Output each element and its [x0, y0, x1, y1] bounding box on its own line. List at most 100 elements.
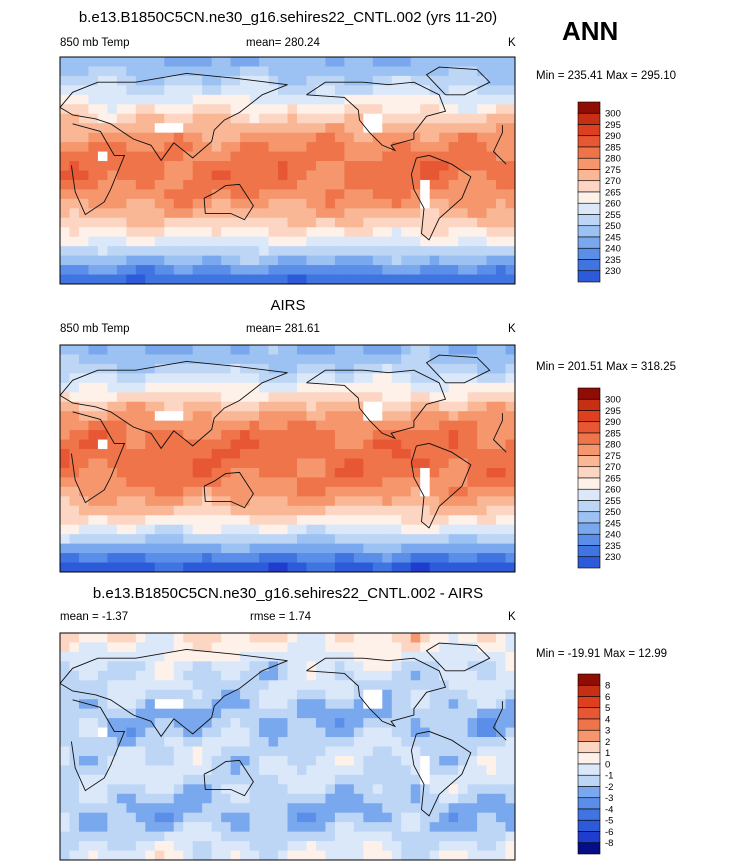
map-cell: [363, 430, 374, 441]
map-cell: [97, 651, 108, 662]
map-cell: [278, 274, 289, 284]
map-cell: [401, 420, 412, 431]
map-cell: [211, 198, 222, 209]
map-cell: [401, 113, 412, 124]
map-cell: [401, 534, 412, 545]
map-cell: [78, 151, 90, 162]
map-cell: [391, 831, 402, 842]
map-cell: [334, 562, 345, 572]
map-cell: [315, 151, 327, 162]
map-cell: [154, 746, 165, 757]
map-cell: [325, 633, 336, 644]
map-cell: [353, 562, 364, 572]
map-cell: [97, 345, 108, 356]
map-cell: [458, 274, 469, 284]
map-cell: [192, 345, 203, 356]
map-cell: [372, 784, 383, 795]
map-cell: [287, 543, 298, 554]
map-cell: [420, 822, 431, 833]
map-cell: [164, 458, 175, 469]
map-cell: [496, 543, 507, 554]
map-cell: [164, 449, 175, 460]
map-cell: [192, 382, 203, 393]
map-cell: [325, 411, 336, 422]
colorbar-tick-label: 265: [605, 187, 621, 198]
map-cell: [467, 142, 478, 153]
map-cell: [448, 755, 459, 767]
map-cell: [439, 633, 450, 644]
map-cell: [391, 170, 402, 181]
map-cell: [382, 113, 393, 124]
colorbar-tick-label: 240: [605, 530, 621, 541]
map-cell: [278, 699, 289, 710]
map-cell: [230, 236, 241, 247]
map-cell: [429, 458, 440, 469]
map-cell: [401, 793, 412, 804]
map-cell: [135, 94, 146, 105]
map-cell: [477, 217, 488, 228]
map-cell: [287, 803, 298, 814]
map-cell: [439, 831, 450, 842]
map-cell: [496, 189, 507, 200]
map-cell: [448, 382, 459, 393]
map-cell: [145, 345, 156, 356]
map-cell: [202, 401, 213, 412]
map-cell: [363, 208, 374, 219]
map-cell: [429, 670, 440, 681]
map-cell: [410, 189, 421, 200]
map-cell: [230, 534, 241, 545]
map-cell: [467, 208, 478, 219]
map-cell: [192, 543, 203, 554]
map-cell: [192, 66, 203, 77]
map-cell: [382, 75, 393, 86]
map-cell: [78, 113, 90, 124]
map-cell: [60, 689, 71, 700]
map-cell: [458, 708, 469, 719]
map-cell: [334, 727, 345, 738]
map-cell: [211, 345, 222, 356]
map-cell: [249, 420, 260, 431]
map-cell: [505, 104, 515, 115]
map-cell: [192, 227, 203, 238]
map-cell: [429, 486, 440, 497]
map-cell: [183, 774, 194, 785]
map-cell: [296, 699, 308, 710]
map-cell: [420, 534, 431, 545]
map-cell: [505, 841, 515, 852]
map-cell: [60, 439, 71, 450]
map-cell: [97, 774, 108, 785]
map-cell: [173, 737, 184, 748]
map-cell: [401, 651, 412, 662]
map-cell: [306, 246, 317, 257]
map-cell: [221, 699, 232, 710]
map-cell: [296, 642, 308, 653]
map-cell: [173, 57, 184, 68]
map-cell: [202, 373, 213, 384]
map-cell: [344, 94, 355, 105]
map-cell: [221, 104, 232, 115]
map-cell: [259, 392, 270, 403]
map-cell: [429, 246, 440, 257]
map-cell: [78, 439, 90, 450]
map-cell: [135, 439, 146, 450]
map-cell: [249, 458, 260, 469]
map-cell: [429, 439, 440, 450]
map-cell: [60, 699, 71, 710]
map-cell: [344, 274, 355, 284]
map-cell: [306, 822, 317, 833]
map-cell: [97, 505, 108, 516]
map-cell: [164, 104, 175, 115]
map-cell: [296, 382, 308, 393]
map-cell: [221, 363, 232, 374]
map-cell: [126, 411, 137, 422]
map-cell: [240, 392, 251, 403]
map-cell: [344, 774, 355, 785]
map-cell: [382, 198, 393, 209]
map-cell: [287, 746, 298, 757]
map-cell: [183, 486, 194, 497]
map-cell: [344, 217, 355, 228]
map-cell: [116, 841, 127, 852]
map-cell: [135, 66, 146, 77]
map-cell: [97, 227, 108, 238]
map-cell: [325, 850, 336, 860]
